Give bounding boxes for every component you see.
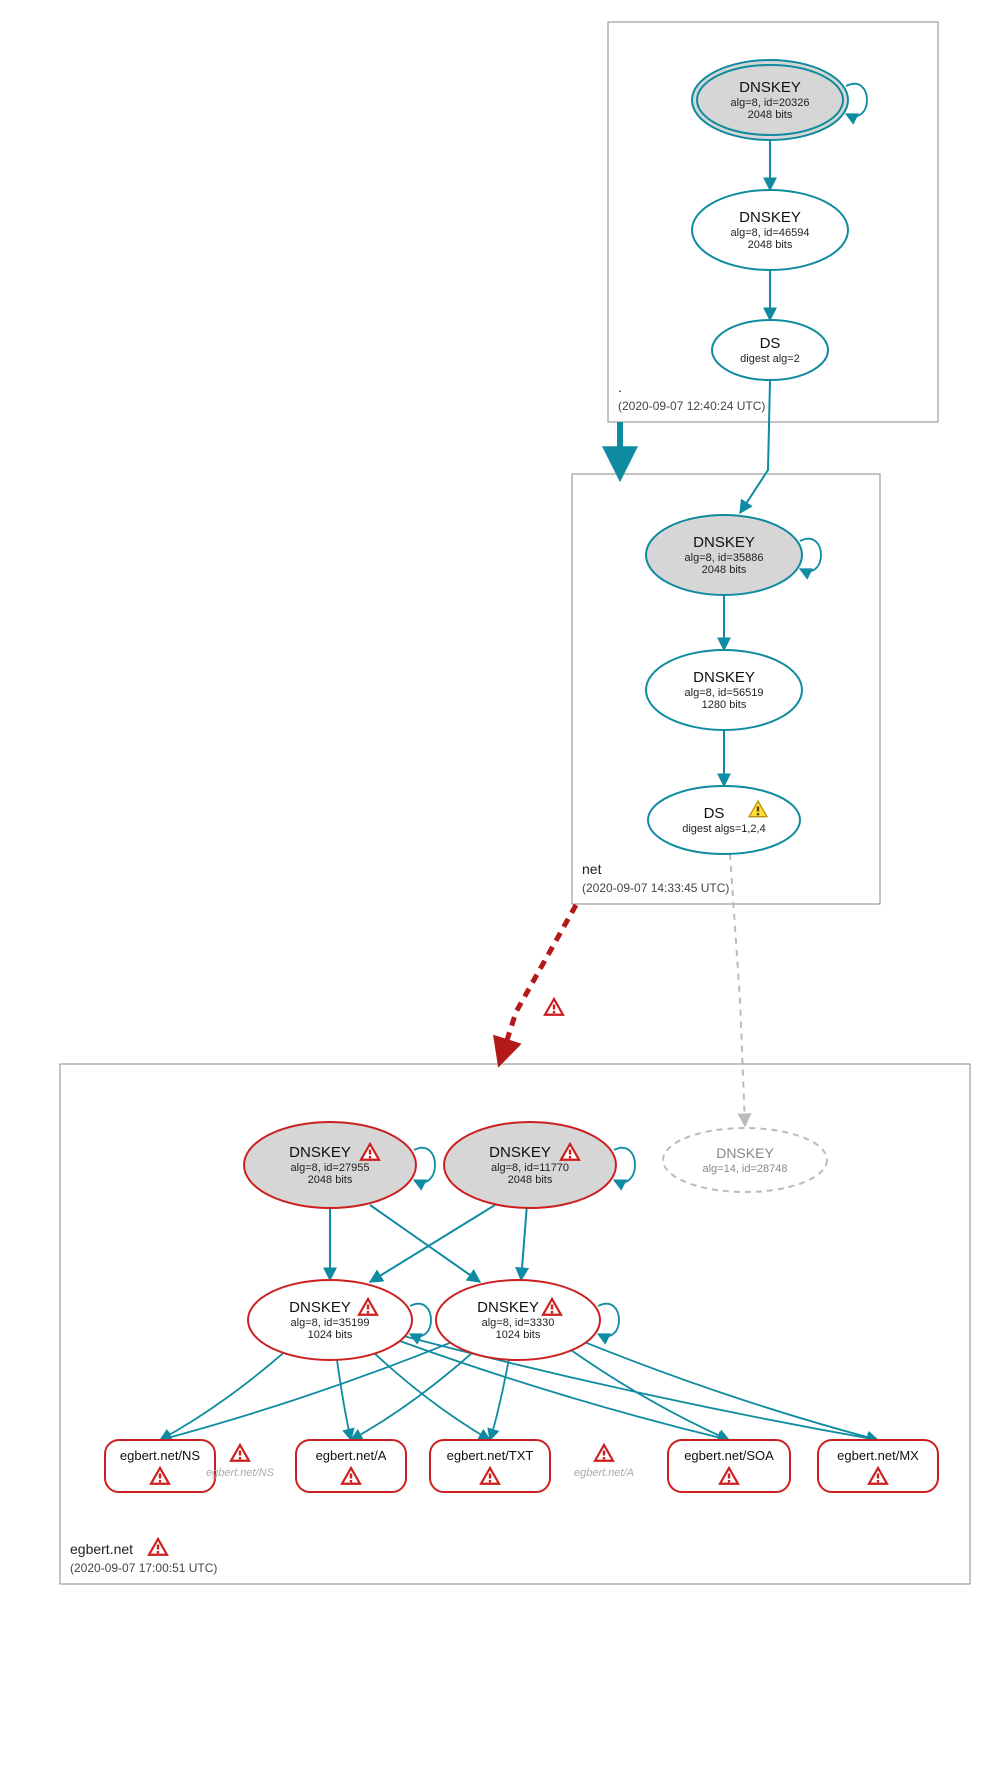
node-line3: 2048 bits — [748, 109, 793, 121]
missing-rr-label: egbert.net/A — [574, 1467, 634, 1479]
node-dom_zsk_a: DNSKEYalg=8, id=351991024 bits — [248, 1280, 431, 1360]
node-root_ksk: DNSKEYalg=8, id=203262048 bits — [692, 60, 867, 140]
node-dom_ksk_b: DNSKEYalg=8, id=117702048 bits — [444, 1122, 635, 1208]
node-title: DNSKEY — [739, 79, 801, 96]
node-line2: alg=8, id=11770 — [491, 1162, 569, 1174]
edge — [730, 854, 745, 1126]
node-line3: 1280 bits — [702, 699, 747, 711]
node-title: DNSKEY — [477, 1299, 539, 1316]
node-dom_ksk_a: DNSKEYalg=8, id=279552048 bits — [244, 1122, 435, 1208]
rr-node-rr_txt: egbert.net/TXT — [430, 1440, 550, 1492]
zone-timestamp: (2020-09-07 17:00:51 UTC) — [70, 1561, 217, 1575]
node-line2: alg=8, id=35886 — [685, 552, 764, 564]
node-line3: 2048 bits — [702, 564, 747, 576]
node-root_zsk: DNSKEYalg=8, id=465942048 bits — [692, 190, 848, 270]
node-line2: alg=14, id=28748 — [702, 1163, 787, 1175]
missing-rr-label: egbert.net/NS — [206, 1467, 275, 1479]
node-line2: alg=8, id=27955 — [291, 1162, 370, 1174]
node-title: DNSKEY — [693, 534, 755, 551]
zone-timestamp: (2020-09-07 14:33:45 UTC) — [582, 881, 729, 895]
dnssec-diagram: . (2020-09-07 12:40:24 UTC) net (2020-09-07… — [0, 0, 999, 1770]
self-loop — [614, 1148, 635, 1182]
missing-rr-miss_a: egbert.net/A — [574, 1445, 634, 1479]
node-title: DNSKEY — [489, 1144, 551, 1161]
rr-node-rr_soa: egbert.net/SOA — [668, 1440, 790, 1492]
red-warning-icon — [149, 1539, 167, 1555]
node-dom_missing_key: DNSKEY alg=14, id=28748 — [663, 1128, 827, 1192]
edge-rr — [337, 1360, 351, 1440]
zone-timestamp: (2020-09-07 12:40:24 UTC) — [618, 399, 765, 413]
self-loop — [410, 1304, 431, 1337]
node-line2: alg=8, id=56519 — [685, 687, 764, 699]
node-net_ds: DSdigest algs=1,2,4 — [648, 786, 800, 854]
edge — [370, 1205, 480, 1282]
node-title: DNSKEY — [693, 669, 755, 686]
edge-rr — [400, 1341, 729, 1440]
node-net_ksk: DNSKEYalg=8, id=358862048 bits — [646, 515, 821, 595]
red-warning-icon — [545, 999, 563, 1015]
node-line2: alg=8, id=46594 — [731, 227, 810, 239]
edge — [370, 1205, 495, 1282]
missing-rr-miss_ns: egbert.net/NS — [206, 1445, 275, 1479]
node-title: DNSKEY — [289, 1299, 351, 1316]
node-title: DS — [760, 335, 781, 352]
node-line3: 1024 bits — [308, 1329, 353, 1341]
edge — [500, 905, 576, 1062]
self-loop — [414, 1148, 435, 1182]
node-title: DNSKEY — [716, 1145, 774, 1161]
node-title: DS — [704, 805, 725, 822]
node-line2: digest algs=1,2,4 — [682, 823, 765, 835]
self-loop — [846, 84, 867, 117]
zone-label: net — [582, 861, 602, 877]
rr-label: egbert.net/TXT — [447, 1448, 534, 1463]
node-line3: 2048 bits — [508, 1174, 553, 1186]
rr-node-rr_mx: egbert.net/MX — [818, 1440, 938, 1492]
node-line3: 1024 bits — [496, 1329, 541, 1341]
edge — [521, 1208, 527, 1280]
edge-rr — [351, 1353, 472, 1440]
rr-label: egbert.net/A — [316, 1448, 387, 1463]
rr-label: egbert.net/NS — [120, 1448, 201, 1463]
edge-rr — [160, 1353, 283, 1440]
zone-label: egbert.net — [70, 1541, 133, 1557]
zone-label: . — [618, 379, 622, 395]
edge-rr — [490, 1360, 509, 1440]
node-root_ds: DSdigest alg=2 — [712, 320, 828, 380]
rr-node-rr_a: egbert.net/A — [296, 1440, 406, 1492]
red-warning-icon — [231, 1445, 249, 1461]
node-line2: alg=8, id=35199 — [291, 1317, 370, 1329]
rr-label: egbert.net/SOA — [684, 1448, 774, 1463]
self-loop — [598, 1304, 619, 1337]
node-net_zsk: DNSKEYalg=8, id=565191280 bits — [646, 650, 802, 730]
node-line2: alg=8, id=3330 — [482, 1317, 555, 1329]
node-title: DNSKEY — [739, 209, 801, 226]
node-title: DNSKEY — [289, 1144, 351, 1161]
rr-label: egbert.net/MX — [837, 1448, 919, 1463]
red-warning-icon — [595, 1445, 613, 1461]
self-loop — [800, 539, 821, 572]
node-line2: digest alg=2 — [740, 353, 800, 365]
rr-node-rr_ns: egbert.net/NS — [105, 1440, 215, 1492]
node-line3: 2048 bits — [308, 1174, 353, 1186]
node-dom_zsk_b: DNSKEYalg=8, id=33301024 bits — [436, 1280, 619, 1360]
node-line3: 2048 bits — [748, 239, 793, 251]
node-line2: alg=8, id=20326 — [731, 97, 810, 109]
